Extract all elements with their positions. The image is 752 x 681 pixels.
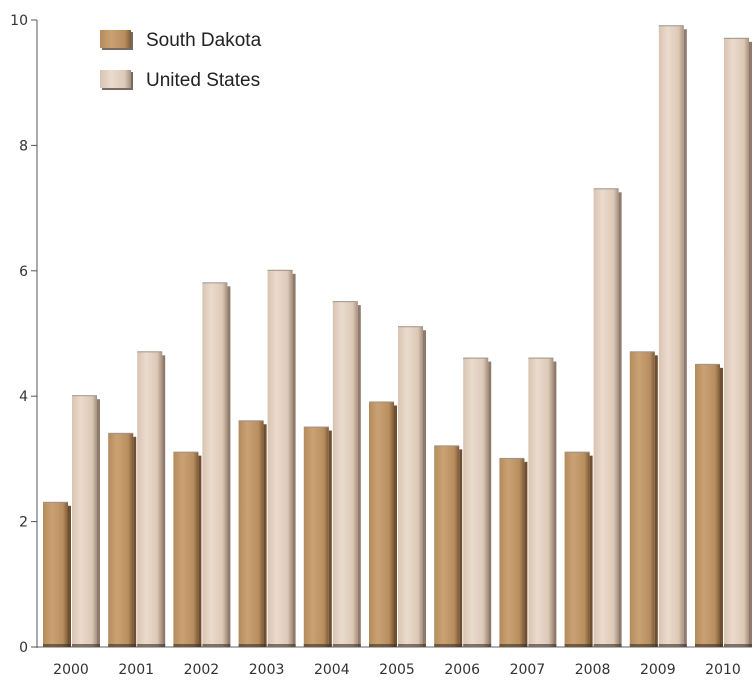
x-tick-label: 2010 xyxy=(705,662,741,678)
x-tick-label: 2005 xyxy=(379,662,415,678)
bar-united-states-2003 xyxy=(267,270,293,647)
bar-base-shadow xyxy=(238,644,267,647)
y-tick-label: 6 xyxy=(19,264,28,280)
bar-side-shadow xyxy=(357,305,361,647)
x-tick-label: 2008 xyxy=(575,662,611,678)
x-tick-label: 2000 xyxy=(53,662,89,678)
bar-base-shadow xyxy=(564,644,593,647)
bar-base-shadow xyxy=(108,644,137,647)
bar-side-shadow xyxy=(720,367,723,647)
bar-united-states-2002 xyxy=(202,283,228,647)
bar-base-shadow xyxy=(724,644,752,647)
bar-side-shadow xyxy=(423,330,426,647)
y-tick-label: 8 xyxy=(19,138,28,154)
bar-side-shadow xyxy=(589,455,593,647)
bar-base-shadow xyxy=(202,644,231,647)
bar-south-dakota-2007 xyxy=(499,458,525,647)
bar-south-dakota-2006 xyxy=(434,446,460,647)
bar-side-shadow xyxy=(524,461,528,647)
legend-label: United States xyxy=(146,70,260,91)
bar-side-shadow xyxy=(328,430,332,647)
bar-base-shadow xyxy=(528,644,557,647)
bar-side-shadow xyxy=(749,41,752,648)
bar-south-dakota-2001 xyxy=(108,433,134,647)
bar-united-states-2004 xyxy=(332,302,358,647)
bar-south-dakota-2003 xyxy=(238,421,264,647)
bar-side-shadow xyxy=(618,192,622,648)
legend-swatch xyxy=(100,70,131,88)
bar-united-states-2001 xyxy=(137,352,163,647)
bar-united-states-2000 xyxy=(72,396,97,647)
x-tick-label: 2009 xyxy=(640,662,676,678)
bar-base-shadow xyxy=(658,644,687,647)
bar-base-shadow xyxy=(72,644,100,647)
bar-side-shadow xyxy=(97,399,100,647)
bar-base-shadow xyxy=(137,644,166,647)
bar-united-states-2008 xyxy=(593,189,619,648)
bar-base-shadow xyxy=(593,644,622,647)
bar-base-shadow xyxy=(303,644,332,647)
bar-united-states-2010 xyxy=(724,38,749,648)
x-tick-label: 2007 xyxy=(510,662,546,678)
bar-base-shadow xyxy=(43,644,71,647)
legend: South Dakota United States xyxy=(100,30,262,91)
y-tick-label: 4 xyxy=(19,389,28,405)
bar-side-shadow xyxy=(488,361,492,647)
bar-south-dakota-2000 xyxy=(43,502,68,647)
bar-side-shadow xyxy=(654,355,658,647)
bar-side-shadow xyxy=(133,436,137,647)
bar-base-shadow xyxy=(398,644,426,647)
x-tick-label: 2001 xyxy=(118,662,154,678)
bar-side-shadow xyxy=(263,424,267,647)
bar-side-shadow xyxy=(553,361,557,647)
bar-south-dakota-2002 xyxy=(173,452,199,647)
bar-base-shadow xyxy=(369,644,397,647)
y-tick-label: 10 xyxy=(10,13,28,29)
bar-side-shadow xyxy=(292,273,296,647)
bar-base-shadow xyxy=(463,644,492,647)
bars-layer xyxy=(43,25,752,648)
bar-side-shadow xyxy=(394,405,397,647)
bar-base-shadow xyxy=(695,644,723,647)
x-tick-label: 2006 xyxy=(444,662,480,678)
bar-south-dakota-2004 xyxy=(303,427,329,647)
bar-base-shadow xyxy=(434,644,463,647)
bar-south-dakota-2008 xyxy=(564,452,590,647)
bar-side-shadow xyxy=(162,355,166,647)
bar-south-dakota-2009 xyxy=(629,352,655,647)
x-tick-label: 2003 xyxy=(249,662,285,678)
bar-base-shadow xyxy=(267,644,296,647)
bar-side-shadow xyxy=(68,505,71,647)
legend-label: South Dakota xyxy=(146,30,262,51)
bar-united-states-2009 xyxy=(658,26,684,647)
bar-side-shadow xyxy=(198,455,202,647)
legend-swatch xyxy=(100,30,131,48)
bar-base-shadow xyxy=(332,644,361,647)
y-tick-label: 0 xyxy=(19,640,28,656)
bar-base-shadow xyxy=(499,644,528,647)
bar-south-dakota-2010 xyxy=(695,364,720,647)
bar-south-dakota-2005 xyxy=(369,402,394,647)
bar-side-shadow xyxy=(227,286,231,647)
bar-side-shadow xyxy=(459,449,463,647)
bar-base-shadow xyxy=(173,644,202,647)
bar-united-states-2007 xyxy=(528,358,554,647)
bar-united-states-2005 xyxy=(398,327,423,647)
bar-united-states-2006 xyxy=(463,358,489,647)
y-tick-label: 2 xyxy=(19,515,28,531)
x-tick-label: 2002 xyxy=(184,662,220,678)
bar-side-shadow xyxy=(683,29,687,647)
x-tick-label: 2004 xyxy=(314,662,350,678)
bar-base-shadow xyxy=(629,644,658,647)
